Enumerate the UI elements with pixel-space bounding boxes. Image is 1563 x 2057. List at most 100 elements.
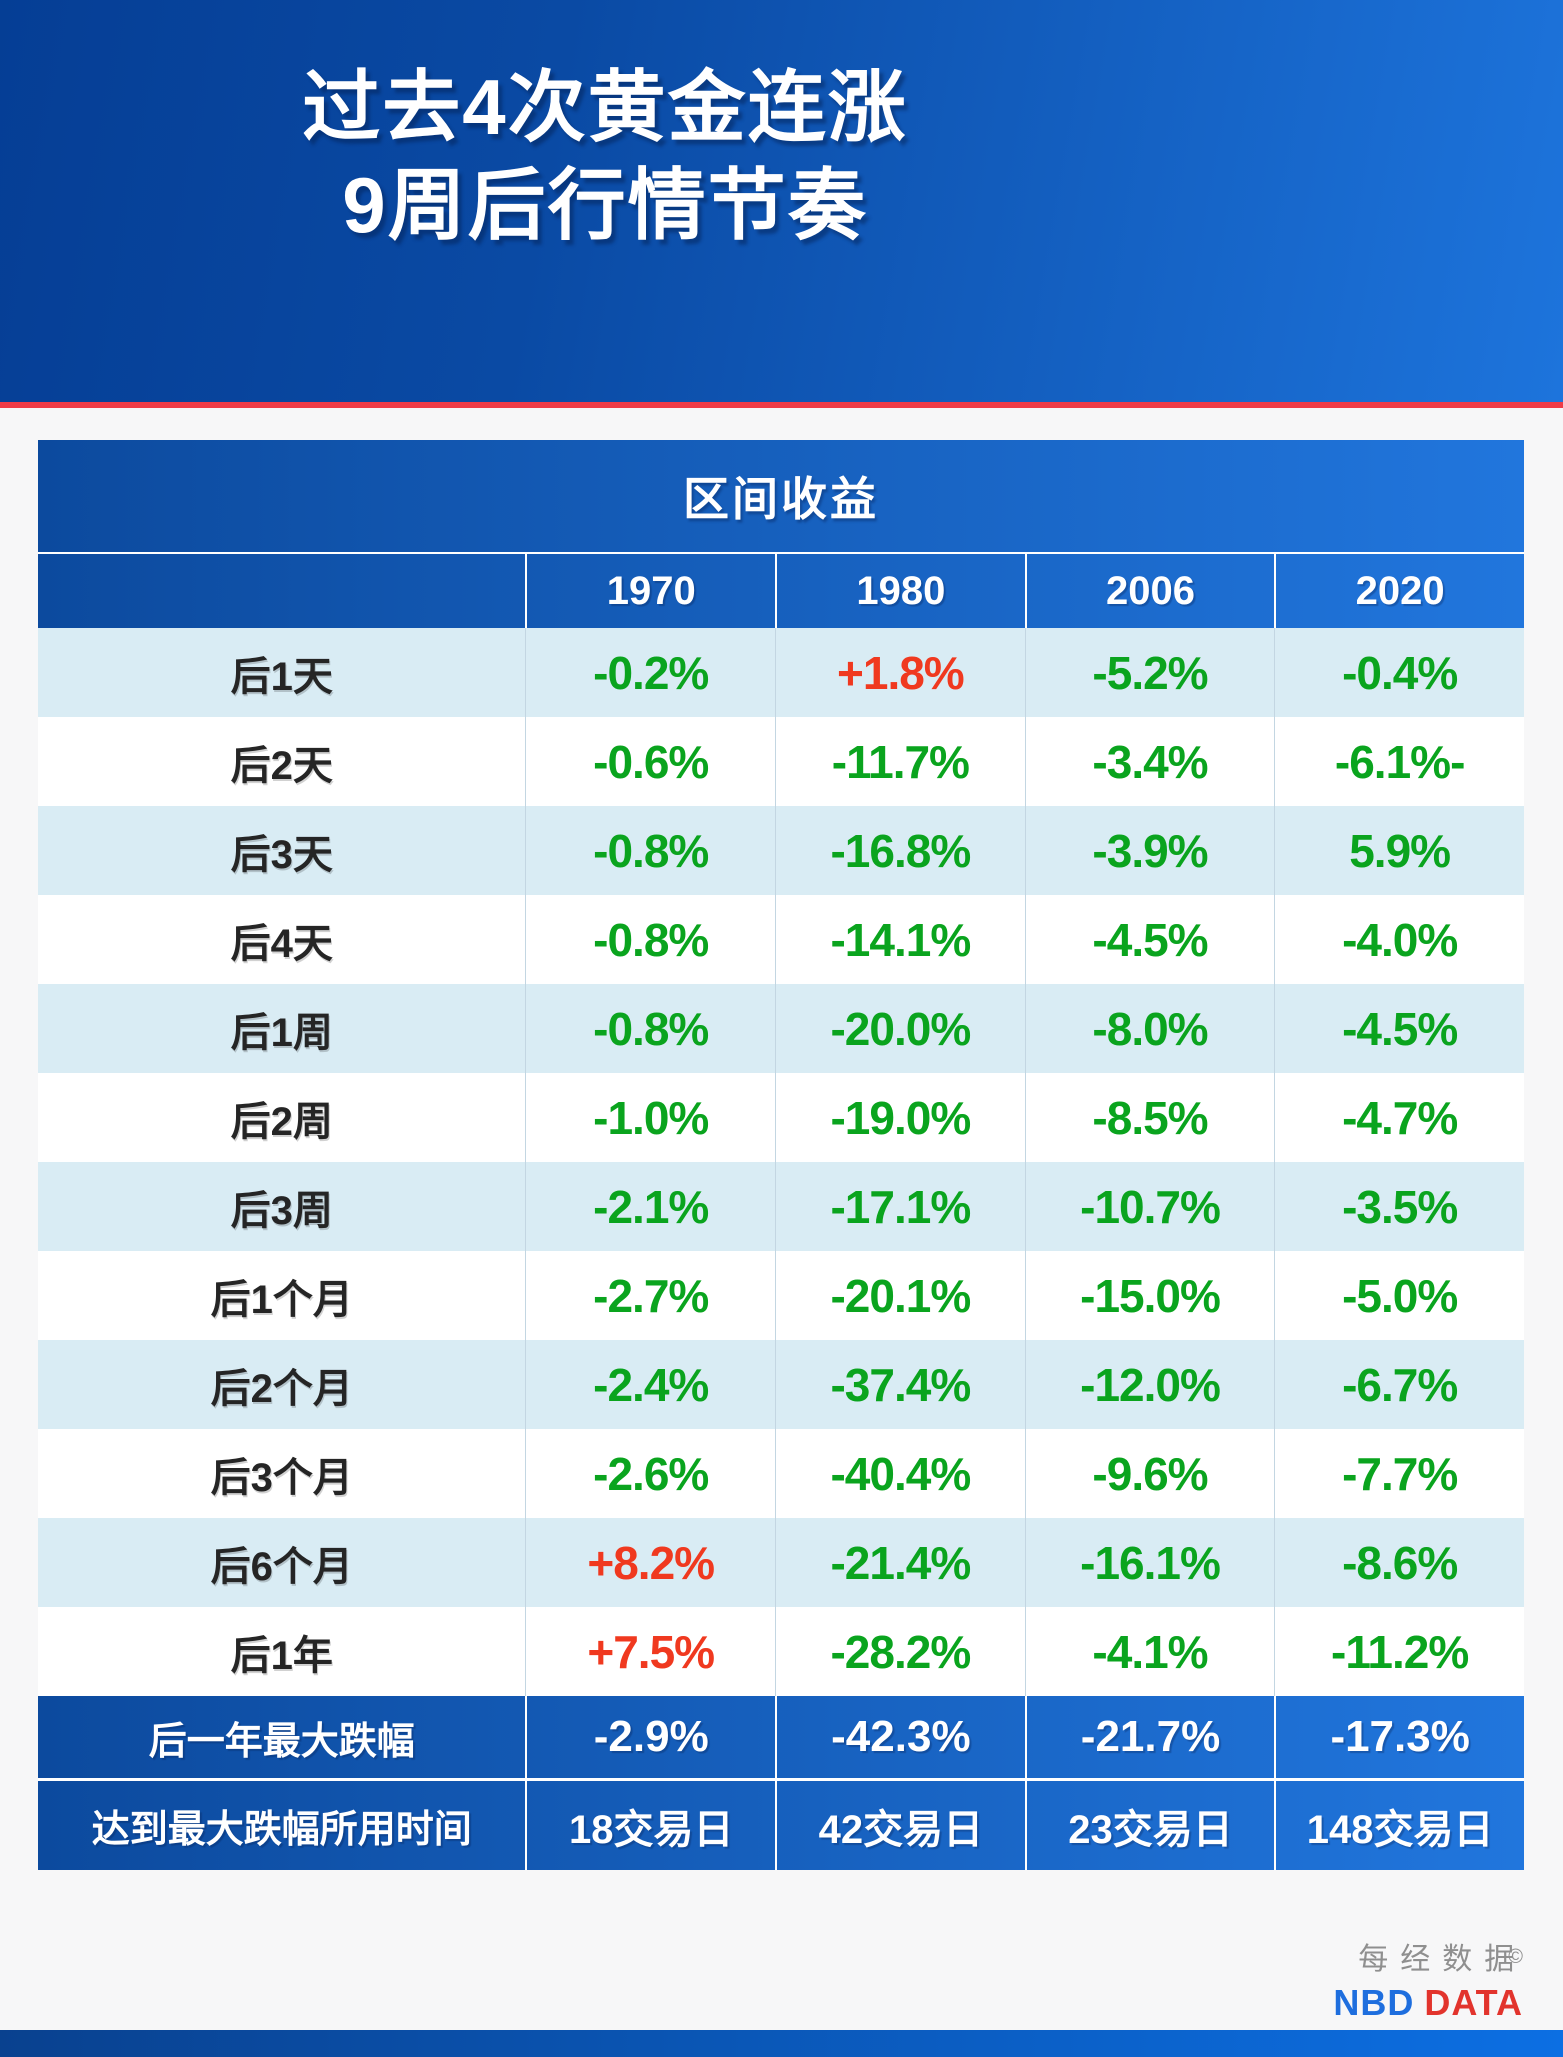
row-label: 后3周 bbox=[230, 1188, 333, 1233]
brand-cn-text: 每经数据 bbox=[1358, 1943, 1527, 1976]
value-cell-1980: -14.1% bbox=[775, 895, 1025, 984]
value-cell-2020: -3.5% bbox=[1274, 1162, 1524, 1251]
table-row: 后6个月 +8.2% -21.4% -16.1% -8.6% bbox=[38, 1518, 1524, 1607]
value-cell-2020: -8.6% bbox=[1274, 1518, 1524, 1607]
page-title-line2: 9周后行情节奏 bbox=[342, 161, 868, 249]
value-cell-2006: -8.5% bbox=[1024, 1073, 1275, 1162]
value-cell-2020: -11.2% bbox=[1274, 1607, 1524, 1696]
table-title: 区间收益 bbox=[683, 473, 879, 525]
page-title-line1: 过去4次黄金连涨 bbox=[302, 63, 908, 151]
value-cell-2006: -3.4% bbox=[1024, 717, 1275, 806]
value-cell-1970: -0.2% bbox=[525, 628, 775, 717]
table-row: 后1个月 -2.7% -20.1% -15.0% -5.0% bbox=[38, 1251, 1524, 1340]
summary-row-label: 后一年最大跌幅 bbox=[148, 1720, 415, 1763]
value-cell-2020: 5.9% bbox=[1274, 806, 1524, 895]
brand-data-text: DATA bbox=[1424, 1982, 1523, 2023]
value-cell-2020: -6.1%- bbox=[1274, 717, 1524, 806]
row-label: 后3个月 bbox=[210, 1455, 353, 1500]
value-cell-1970: -0.8% bbox=[525, 895, 775, 984]
table-row: 后4天 -0.8% -14.1% -4.5% -4.0% bbox=[38, 895, 1524, 984]
title-banner: 过去4次黄金连涨 9周后行情节奏 bbox=[0, 0, 1563, 402]
table-row: 后3个月 -2.6% -40.4% -9.6% -7.7% bbox=[38, 1429, 1524, 1518]
row-label: 后6个月 bbox=[210, 1544, 353, 1589]
table-row: 后2天 -0.6% -11.7% -3.4% -6.1%- bbox=[38, 717, 1524, 806]
red-divider bbox=[0, 402, 1563, 408]
value-cell-1980: -16.8% bbox=[775, 806, 1025, 895]
value-cell-2006: -4.1% bbox=[1024, 1607, 1275, 1696]
table-row: 后1天 -0.2% +1.8% -5.2% -0.4% bbox=[38, 628, 1524, 717]
summary-value-1980: -42.3% bbox=[775, 1696, 1025, 1778]
row-label: 后1周 bbox=[230, 1010, 333, 1055]
row-label: 后1年 bbox=[230, 1633, 333, 1678]
value-cell-2006: -8.0% bbox=[1024, 984, 1275, 1073]
value-cell-2020: -4.5% bbox=[1274, 984, 1524, 1073]
summary-value-1970: 18交易日 bbox=[525, 1781, 775, 1870]
value-cell-1980: +1.8% bbox=[775, 628, 1025, 717]
summary-row: 达到最大跌幅所用时间 18交易日 42交易日 23交易日 148交易日 bbox=[38, 1778, 1524, 1870]
year-header-empty bbox=[38, 554, 525, 628]
value-cell-2020: -7.7% bbox=[1274, 1429, 1524, 1518]
summary-value-2020: -17.3% bbox=[1274, 1696, 1524, 1778]
row-label: 后1天 bbox=[230, 654, 333, 699]
brand-nbd-text: NBD bbox=[1333, 1982, 1415, 2023]
value-cell-1980: -17.1% bbox=[775, 1162, 1025, 1251]
value-cell-2020: -4.0% bbox=[1274, 895, 1524, 984]
summary-rows-container: 后一年最大跌幅 -2.9% -42.3% -21.7% -17.3% 达到最大跌… bbox=[38, 1696, 1524, 1870]
summary-row: 后一年最大跌幅 -2.9% -42.3% -21.7% -17.3% bbox=[38, 1696, 1524, 1778]
returns-table: 区间收益 1970 1980 2006 2020 后1天 -0.2% +1.8%… bbox=[38, 440, 1524, 1870]
value-cell-2006: -15.0% bbox=[1024, 1251, 1275, 1340]
brand-cn-line: 每经数据© bbox=[1333, 1934, 1523, 1978]
table-header: 区间收益 bbox=[38, 440, 1524, 552]
table-row: 后3天 -0.8% -16.8% -3.9% 5.9% bbox=[38, 806, 1524, 895]
year-column-1980: 1980 bbox=[775, 554, 1025, 628]
value-cell-2020: -6.7% bbox=[1274, 1340, 1524, 1429]
value-cell-2006: -5.2% bbox=[1024, 628, 1275, 717]
summary-value-2006: 23交易日 bbox=[1024, 1781, 1275, 1870]
value-cell-1980: -20.0% bbox=[775, 984, 1025, 1073]
value-cell-1970: -2.6% bbox=[525, 1429, 775, 1518]
row-label: 后3天 bbox=[230, 832, 333, 877]
table-row: 后2个月 -2.4% -37.4% -12.0% -6.7% bbox=[38, 1340, 1524, 1429]
value-cell-1980: -28.2% bbox=[775, 1607, 1025, 1696]
table-row: 后2周 -1.0% -19.0% -8.5% -4.7% bbox=[38, 1073, 1524, 1162]
summary-value-2020: 148交易日 bbox=[1274, 1781, 1524, 1870]
page-title: 过去4次黄金连涨 9周后行情节奏 bbox=[0, 58, 1210, 254]
value-cell-1970: -1.0% bbox=[525, 1073, 775, 1162]
value-cell-1980: -20.1% bbox=[775, 1251, 1025, 1340]
value-cell-1970: -0.6% bbox=[525, 717, 775, 806]
value-cell-1970: +7.5% bbox=[525, 1607, 775, 1696]
value-cell-1970: -2.7% bbox=[525, 1251, 775, 1340]
value-cell-1980: -11.7% bbox=[775, 717, 1025, 806]
summary-row-label: 达到最大跌幅所用时间 bbox=[91, 1809, 472, 1851]
brand-footer: 每经数据© NBD DATA bbox=[1333, 1934, 1523, 2024]
table-row: 后3周 -2.1% -17.1% -10.7% -3.5% bbox=[38, 1162, 1524, 1251]
summary-value-1980: 42交易日 bbox=[775, 1781, 1025, 1870]
year-column-2020: 2020 bbox=[1274, 554, 1524, 628]
year-header-row: 1970 1980 2006 2020 bbox=[38, 552, 1524, 628]
value-cell-1970: -0.8% bbox=[525, 984, 775, 1073]
table-row: 后1年 +7.5% -28.2% -4.1% -11.2% bbox=[38, 1607, 1524, 1696]
summary-value-2006: -21.7% bbox=[1024, 1696, 1275, 1778]
value-cell-1980: -19.0% bbox=[775, 1073, 1025, 1162]
value-cell-1980: -21.4% bbox=[775, 1518, 1025, 1607]
value-cell-1970: -2.4% bbox=[525, 1340, 775, 1429]
value-cell-1980: -37.4% bbox=[775, 1340, 1025, 1429]
value-cell-2020: -5.0% bbox=[1274, 1251, 1524, 1340]
value-cell-2006: -12.0% bbox=[1024, 1340, 1275, 1429]
brand-en-line: NBD DATA bbox=[1333, 1982, 1523, 2024]
summary-value-1970: -2.9% bbox=[525, 1696, 775, 1778]
value-cell-2006: -4.5% bbox=[1024, 895, 1275, 984]
value-cell-1970: -2.1% bbox=[525, 1162, 775, 1251]
value-cell-2006: -10.7% bbox=[1024, 1162, 1275, 1251]
value-cell-2006: -3.9% bbox=[1024, 806, 1275, 895]
table-row: 后1周 -0.8% -20.0% -8.0% -4.5% bbox=[38, 984, 1524, 1073]
year-column-2006: 2006 bbox=[1024, 554, 1275, 628]
value-cell-2006: -9.6% bbox=[1024, 1429, 1275, 1518]
row-label: 后4天 bbox=[230, 921, 333, 966]
value-cell-1980: -40.4% bbox=[775, 1429, 1025, 1518]
row-label: 后2个月 bbox=[210, 1366, 353, 1411]
value-cell-1970: +8.2% bbox=[525, 1518, 775, 1607]
value-cell-1970: -0.8% bbox=[525, 806, 775, 895]
value-cell-2020: -4.7% bbox=[1274, 1073, 1524, 1162]
